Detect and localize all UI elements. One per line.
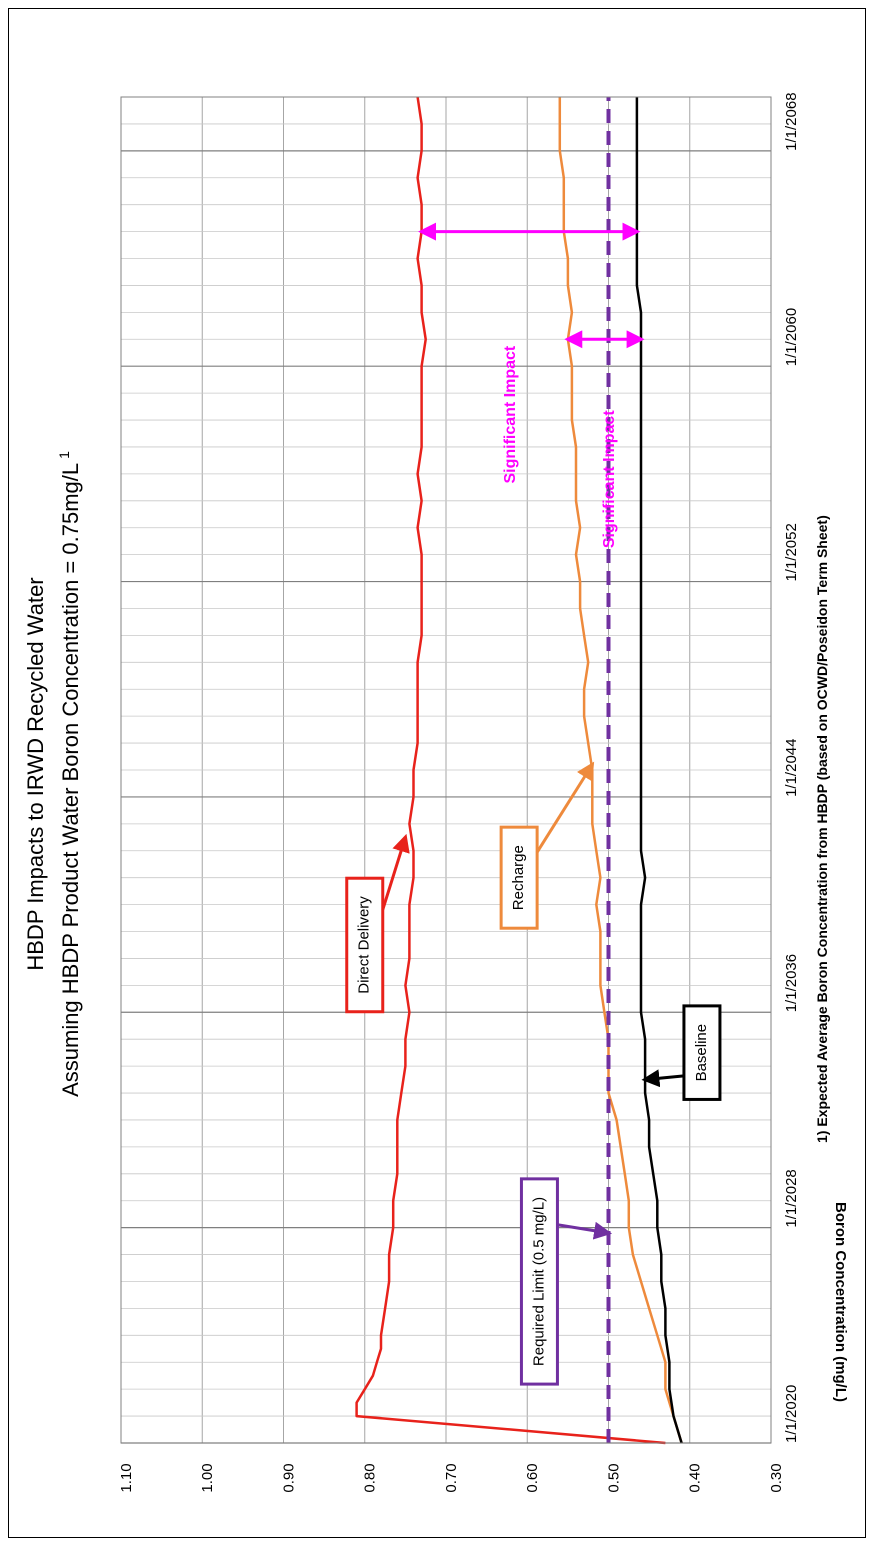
y-axis-title: Boron Concentration (mg/L)	[832, 1202, 849, 1402]
series-line	[635, 97, 683, 1444]
y-tick-label: 0.30	[768, 1463, 785, 1492]
callout-label: Recharge	[510, 845, 527, 910]
callout-arrow	[381, 833, 410, 911]
chart-subtitle-main: Assuming HBDP Product Water Boron Concen…	[58, 463, 83, 1097]
x-tick-label: 1/1/2044	[783, 739, 800, 797]
y-tick-label: 0.50	[605, 1463, 622, 1492]
callout-box	[345, 876, 385, 1014]
x-tick-label: 1/1/2068	[783, 92, 800, 150]
callout-box	[519, 1177, 559, 1386]
y-tick-label: 1.10	[118, 1463, 135, 1492]
x-tick-label: 1/1/2036	[783, 954, 800, 1012]
x-tick-label: 1/1/2060	[783, 308, 800, 366]
chart-subtitle-superscript: 1	[56, 451, 72, 459]
chart-subtitle: Assuming HBDP Product Water Boron Concen…	[56, 451, 83, 1097]
callout-arrow	[535, 761, 595, 853]
callout-box	[682, 1004, 722, 1101]
axis-ticks: 0.30 0.40 0.50 0.60 0.70 0.80 0.90 1.00 1.10 1/1/…	[118, 92, 800, 1492]
y-tick-label: 0.90	[280, 1463, 297, 1492]
callout-arrow	[641, 1069, 685, 1088]
callout-box	[499, 825, 539, 930]
y-tick-label: 0.70	[443, 1463, 460, 1492]
callout-label: Baseline	[693, 1024, 710, 1082]
impact-label: Significant Impact	[601, 410, 618, 548]
grid	[120, 96, 772, 1444]
y-tick-label: 0.60	[524, 1463, 541, 1492]
callout-label: Required Limit (0.5 mg/L)	[530, 1197, 547, 1366]
series-line	[355, 96, 666, 1445]
callout-arrow	[557, 1221, 613, 1240]
callout-label: Direct Delivery	[356, 896, 373, 994]
impact-label: Significant Impact	[502, 345, 519, 483]
y-tick-label: 0.40	[687, 1463, 704, 1492]
chart-frame	[8, 8, 866, 1538]
x-tick-label: 1/1/2020	[783, 1385, 800, 1443]
footnote: 1) Expected Average Boron Concentration …	[814, 515, 830, 1143]
x-tick-label: 1/1/2052	[783, 523, 800, 581]
annotations-layer: Significant Impact Significant Impact Dire…	[345, 222, 722, 1386]
y-tick-label: 0.80	[362, 1463, 379, 1492]
plot-border	[120, 96, 772, 1444]
chart-title: HBDP Impacts to IRWD Recycled Water	[23, 577, 48, 970]
y-tick-label: 1.00	[199, 1463, 216, 1492]
x-tick-label: 1/1/2028	[783, 1169, 800, 1227]
